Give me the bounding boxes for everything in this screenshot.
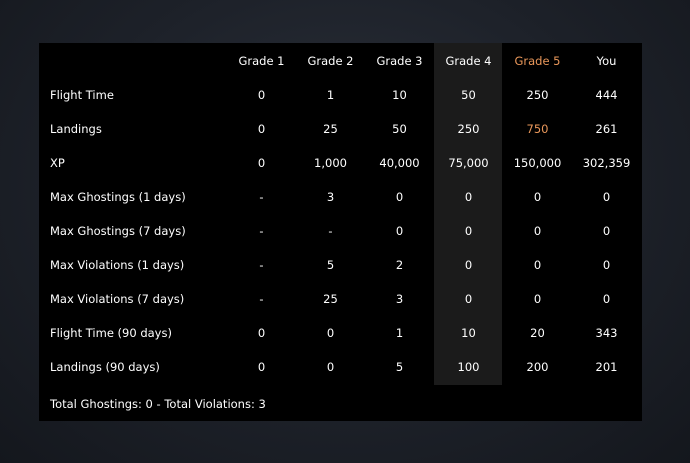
- cell-value: 201: [595, 360, 618, 374]
- cell-value: 150,000: [513, 156, 562, 170]
- cell-value: -: [259, 190, 264, 204]
- cell-value: 261: [595, 122, 618, 136]
- cell-value: 25: [323, 292, 338, 306]
- cell-value: 1,000: [314, 156, 347, 170]
- cell-value: -: [259, 258, 264, 272]
- row-label: Max Violations (7 days): [50, 292, 185, 306]
- cell-value: 0: [533, 258, 542, 272]
- table-row: XP 0 1,000 40,000 75,000 150,000 302,359: [39, 146, 641, 180]
- cell-value: 0: [326, 360, 335, 374]
- cell-value: 0: [464, 190, 473, 204]
- header-grade-4: Grade 4: [445, 53, 492, 68]
- cell-value: 0: [533, 224, 542, 238]
- cell-value: 0: [395, 224, 404, 238]
- cell-value: 1: [326, 88, 335, 102]
- cell-value: 75,000: [448, 156, 489, 170]
- cell-value: 0: [602, 190, 611, 204]
- cell-value: 250: [457, 122, 480, 136]
- cell-value: 3: [326, 190, 335, 204]
- header-grade-2: Grade 2: [307, 53, 354, 68]
- grade-table: Grade 1 Grade 2 Grade 3 Grade 4 Grade 5 …: [39, 43, 641, 384]
- cell-value: 0: [257, 360, 266, 374]
- cell-value: 0: [257, 88, 266, 102]
- table-row: Max Violations (1 days) - 5 2 0 0 0: [39, 248, 641, 282]
- table-row: Landings 0 25 50 250 750 261: [39, 112, 641, 146]
- table-row: Flight Time 0 1 10 50 250 444: [39, 78, 641, 112]
- cell-value: 10: [392, 88, 407, 102]
- cell-value: 0: [533, 292, 542, 306]
- cell-value: 100: [457, 360, 480, 374]
- header-row: Grade 1 Grade 2 Grade 3 Grade 4 Grade 5 …: [39, 43, 641, 78]
- cell-value: 0: [533, 190, 542, 204]
- cell-value: 0: [395, 190, 404, 204]
- row-label: Landings (90 days): [50, 360, 160, 374]
- cell-value: 200: [526, 360, 549, 374]
- cell-value: -: [259, 224, 264, 238]
- header-grade-5: Grade 5: [514, 53, 561, 68]
- cell-value: 5: [326, 258, 335, 272]
- row-label: Flight Time: [50, 88, 114, 102]
- header-grade-1: Grade 1: [238, 53, 285, 68]
- table-row: Flight Time (90 days) 0 0 1 10 20 343: [39, 316, 641, 350]
- cell-value: 0: [326, 326, 335, 340]
- table-row: Landings (90 days) 0 0 5 100 200 201: [39, 350, 641, 384]
- cell-value: 50: [392, 122, 407, 136]
- cell-value: 3: [395, 292, 404, 306]
- cell-value: 2: [395, 258, 404, 272]
- table-row: Max Ghostings (1 days) - 3 0 0 0 0: [39, 180, 641, 214]
- grade-requirements-panel: Grade 1 Grade 2 Grade 3 Grade 4 Grade 5 …: [39, 43, 642, 421]
- header-you: You: [596, 53, 617, 68]
- header-blank: [39, 43, 227, 78]
- cell-value: 302,359: [582, 156, 631, 170]
- cell-value: 0: [602, 258, 611, 272]
- cell-value: 0: [257, 122, 266, 136]
- table-row: Max Violations (7 days) - 25 3 0 0 0: [39, 282, 641, 316]
- cell-value: 25: [323, 122, 338, 136]
- cell-value: 0: [464, 258, 473, 272]
- cell-value: 10: [461, 326, 476, 340]
- cell-value: 0: [257, 326, 266, 340]
- cell-value: 20: [530, 326, 545, 340]
- cell-value: 0: [257, 156, 266, 170]
- cell-value: 40,000: [379, 156, 420, 170]
- cell-value: 5: [395, 360, 404, 374]
- row-label: Landings: [50, 122, 102, 136]
- cell-value: 0: [464, 224, 473, 238]
- table-row: Max Ghostings (7 days) - - 0 0 0 0: [39, 214, 641, 248]
- row-label: Max Ghostings (1 days): [50, 190, 186, 204]
- cell-value: -: [328, 224, 333, 238]
- cell-value-unmet: 750: [526, 122, 549, 136]
- current-grade-column-highlight: [434, 43, 502, 385]
- row-label: Max Violations (1 days): [50, 258, 185, 272]
- cell-value: -: [259, 292, 264, 306]
- row-label: XP: [50, 156, 65, 170]
- cell-value: 343: [595, 326, 618, 340]
- row-label: Max Ghostings (7 days): [50, 224, 186, 238]
- totals-summary: Total Ghostings: 0 - Total Violations: 3: [50, 397, 266, 411]
- cell-value: 250: [526, 88, 549, 102]
- cell-value: 0: [602, 292, 611, 306]
- header-grade-3: Grade 3: [376, 53, 423, 68]
- cell-value: 0: [464, 292, 473, 306]
- cell-value: 444: [595, 88, 618, 102]
- cell-value: 50: [461, 88, 476, 102]
- cell-value: 0: [602, 224, 611, 238]
- cell-value: 1: [395, 326, 404, 340]
- row-label: Flight Time (90 days): [50, 326, 172, 340]
